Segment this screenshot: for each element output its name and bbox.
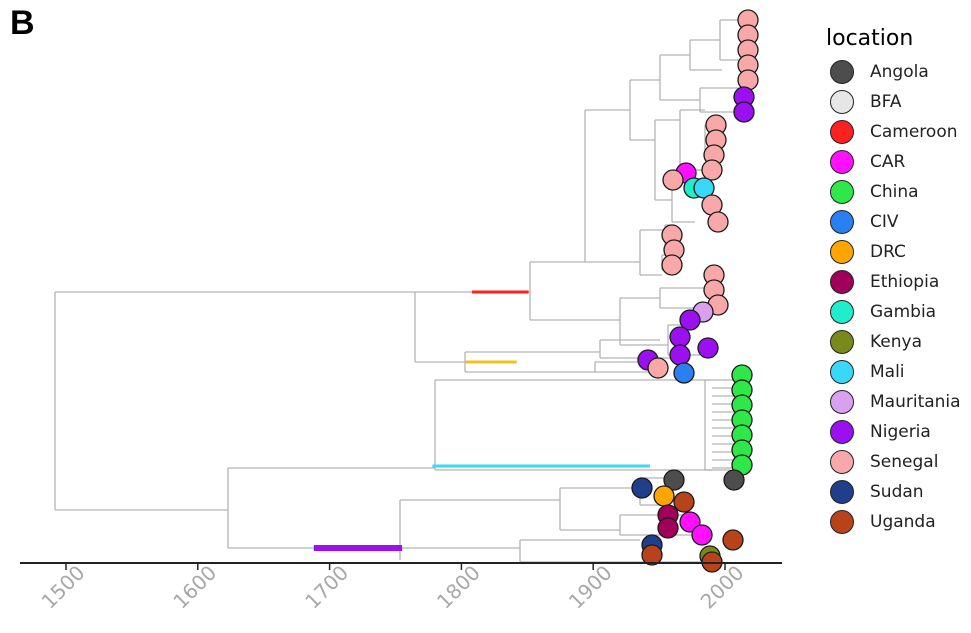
- legend-label: Cameroon: [870, 122, 958, 142]
- legend-item: Uganda: [826, 507, 961, 537]
- tip-point: [647, 357, 669, 379]
- legend-swatch: [830, 150, 854, 174]
- legend-item: Senegal: [826, 447, 961, 477]
- legend-swatch: [830, 450, 854, 474]
- axis-tick-label: 1600: [168, 561, 221, 614]
- colored-branches: [313, 290, 650, 551]
- tip-point: [701, 159, 723, 181]
- axis-tick-label: 1800: [432, 561, 485, 614]
- legend-swatch: [830, 210, 854, 234]
- legend-label: Nigeria: [870, 422, 931, 442]
- tip-point: [679, 309, 701, 331]
- axis-tick-label: 1900: [564, 561, 617, 614]
- legend-swatch: [830, 360, 854, 384]
- legend-item: Nigeria: [826, 417, 961, 447]
- legend-item: Cameroon: [826, 117, 961, 147]
- legend-item: CIV: [826, 207, 961, 237]
- legend-label: Mali: [870, 362, 905, 382]
- legend-label: Angola: [870, 62, 929, 82]
- legend-swatch: [830, 480, 854, 504]
- legend-item: CAR: [826, 147, 961, 177]
- legend-label: DRC: [870, 242, 906, 262]
- legend-swatch: [830, 420, 854, 444]
- tip-point: [707, 211, 729, 233]
- legend-item: BFA: [826, 87, 961, 117]
- tip-point: [723, 469, 745, 491]
- legend-label: Mauritania: [870, 392, 961, 412]
- axis-tick-label: 2000: [696, 561, 749, 614]
- phylogenetic-tree: 1500 1600 1700 1800 1900 2000: [20, 9, 782, 614]
- tip-point: [673, 491, 695, 513]
- legend-label: Sudan: [870, 482, 924, 502]
- legend-swatch: [830, 510, 854, 534]
- legend-swatch: [830, 60, 854, 84]
- legend-label: BFA: [870, 92, 902, 112]
- legend-item: China: [826, 177, 961, 207]
- legend-label: Kenya: [870, 332, 923, 352]
- legend-swatch: [830, 180, 854, 204]
- tip-point: [641, 544, 663, 566]
- legend-items: Angola BFA Cameroon CAR China CIV DRC Ethiopia G…: [826, 57, 961, 537]
- tip-point: [669, 344, 691, 366]
- legend-swatch: [830, 330, 854, 354]
- tip-point: [653, 485, 675, 507]
- legend-label: Ethiopia: [870, 272, 940, 292]
- axis-tick-label: 1500: [37, 561, 90, 614]
- legend: location Angola BFA Cameroon CAR China CIV DRC…: [826, 26, 961, 537]
- legend-item: Angola: [826, 57, 961, 87]
- legend-label: Senegal: [870, 452, 939, 472]
- tip-point: [661, 254, 683, 276]
- legend-label: CIV: [870, 212, 899, 232]
- legend-item: Ethiopia: [826, 267, 961, 297]
- tip-point: [657, 517, 679, 539]
- legend-item: Gambia: [826, 297, 961, 327]
- legend-item: Kenya: [826, 327, 961, 357]
- legend-item: DRC: [826, 237, 961, 267]
- tip-point: [662, 169, 684, 191]
- legend-swatch: [830, 90, 854, 114]
- legend-label: Gambia: [870, 302, 937, 322]
- legend-item: Sudan: [826, 477, 961, 507]
- tip-point: [733, 101, 755, 123]
- legend-label: Uganda: [870, 512, 936, 532]
- tip-point: [673, 362, 695, 384]
- tip-point: [691, 524, 713, 546]
- tip-point: [631, 477, 653, 499]
- legend-swatch: [830, 300, 854, 324]
- legend-item: Mauritania: [826, 387, 961, 417]
- legend-item: Mali: [826, 357, 961, 387]
- panel-label: B: [10, 4, 35, 42]
- legend-swatch: [830, 270, 854, 294]
- legend-label: China: [870, 182, 919, 202]
- tip-point: [669, 326, 691, 348]
- legend-swatch: [830, 390, 854, 414]
- legend-swatch: [830, 240, 854, 264]
- x-axis: 1500 1600 1700 1800 1900 2000: [20, 561, 782, 614]
- tip-point: [697, 337, 719, 359]
- axis-tick-label: 1700: [300, 561, 353, 614]
- tip-point: [722, 529, 744, 551]
- legend-title: location: [826, 26, 914, 51]
- legend-label: CAR: [870, 152, 906, 172]
- legend-swatch: [830, 120, 854, 144]
- tip-point: [663, 469, 685, 491]
- tip-points: [631, 9, 759, 573]
